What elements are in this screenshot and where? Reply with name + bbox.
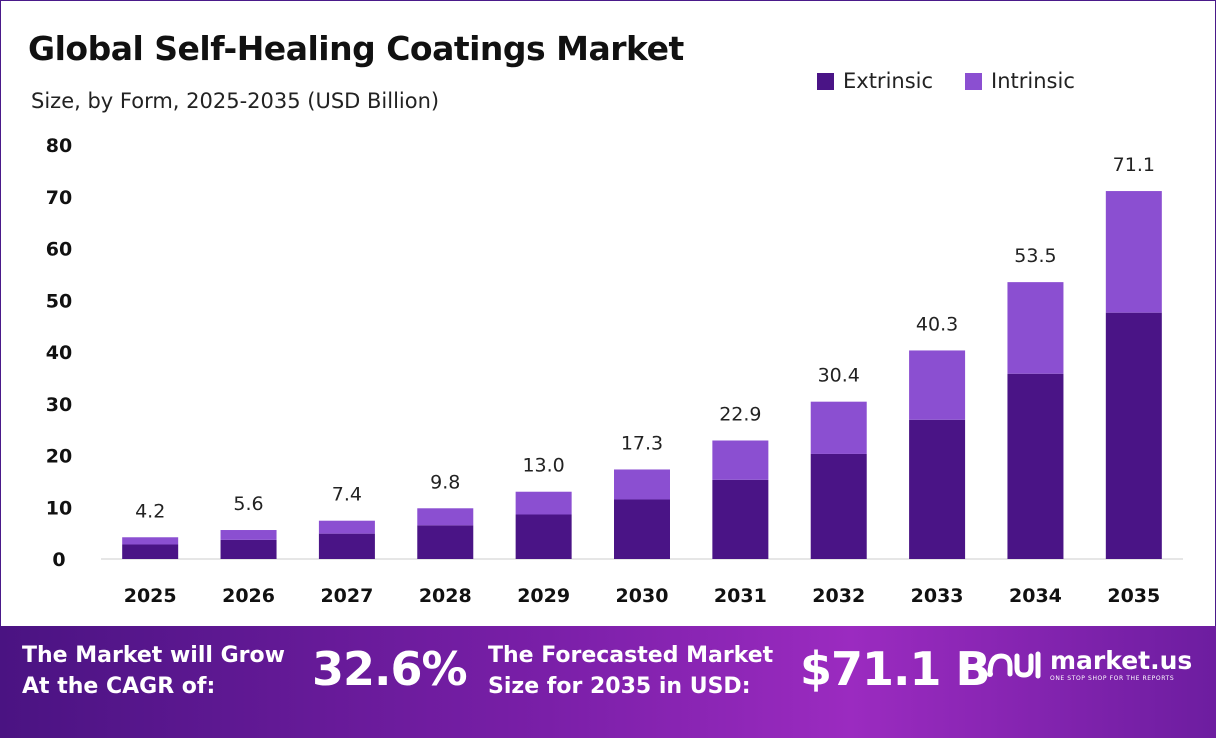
bar-intrinsic [712, 440, 769, 480]
bar-extrinsic [318, 533, 375, 559]
bar-intrinsic [810, 401, 867, 454]
x-tick-label: 2030 [616, 585, 669, 607]
bar-extrinsic [417, 525, 474, 559]
y-tick-label: 50 [46, 290, 72, 312]
cagr-value: 32.6% [312, 642, 468, 696]
y-tick-label: 30 [46, 394, 72, 416]
bar-intrinsic [1105, 191, 1162, 313]
data-label: 53.5 [1014, 245, 1056, 267]
legend-swatch-intrinsic [965, 72, 983, 90]
bar-intrinsic [515, 491, 572, 515]
legend-swatch-extrinsic [817, 72, 834, 90]
data-label: 30.4 [818, 365, 860, 387]
data-label: 9.8 [430, 471, 460, 493]
footer-banner: The Market will Grow At the CAGR of: 32.… [0, 626, 1216, 738]
bar-chart: 010203040506070804.220255.620267.420279.… [46, 135, 1183, 607]
bar-extrinsic [1105, 312, 1162, 559]
forecast-label: The Forecasted Market Size for 2035 in U… [488, 640, 773, 702]
y-tick-label: 40 [46, 342, 72, 364]
legend-label-extrinsic: Extrinsic [843, 69, 934, 93]
bar-intrinsic [909, 350, 966, 420]
forecast-value: $71.1 B [800, 642, 991, 696]
brand-logo: market.us ONE STOP SHOP FOR THE REPORTS [984, 648, 1192, 682]
chart-title: Global Self-Healing Coatings Market [28, 29, 684, 68]
data-label: 17.3 [621, 432, 663, 454]
legend-item-extrinsic: Extrinsic [817, 69, 933, 93]
y-tick-label: 60 [46, 239, 72, 261]
brand-name: market.us [1050, 646, 1193, 675]
bar-intrinsic [220, 530, 277, 540]
cagr-label-line1: The Market will Grow [22, 643, 285, 668]
forecast-label-line2: Size for 2035 in USD: [488, 674, 751, 699]
data-label: 5.6 [233, 493, 263, 515]
bar-intrinsic [614, 469, 670, 500]
market-us-logo-icon [987, 651, 1041, 679]
data-label: 7.4 [332, 484, 362, 506]
y-tick-label: 0 [52, 549, 65, 571]
bar-extrinsic [515, 514, 572, 559]
x-tick-label: 2026 [222, 585, 275, 607]
x-tick-label: 2034 [1009, 585, 1062, 607]
bar-intrinsic [122, 537, 179, 545]
data-label: 22.9 [719, 403, 761, 425]
bar-intrinsic [417, 508, 474, 526]
legend: Extrinsic Intrinsic [817, 69, 1075, 93]
x-tick-label: 2032 [812, 585, 865, 607]
bar-extrinsic [712, 479, 769, 559]
y-tick-label: 10 [46, 497, 72, 519]
brand-tagline: ONE STOP SHOP FOR THE REPORTS [1050, 675, 1175, 682]
cagr-label-line2: At the CAGR of: [22, 674, 216, 699]
x-tick-label: 2031 [714, 585, 767, 607]
bar-intrinsic [1007, 282, 1064, 374]
y-tick-label: 20 [46, 446, 72, 468]
data-label: 13.0 [522, 455, 564, 477]
bar-extrinsic [909, 419, 966, 559]
bar-extrinsic [614, 499, 670, 559]
bar-extrinsic [810, 453, 867, 559]
y-tick-label: 70 [46, 187, 72, 209]
chart-subtitle: Size, by Form, 2025-2035 (USD Billion) [31, 89, 440, 113]
cagr-label: The Market will Grow At the CAGR of: [22, 640, 285, 702]
x-tick-label: 2033 [911, 585, 964, 607]
x-tick-label: 2027 [320, 585, 373, 607]
forecast-label-line1: The Forecasted Market [488, 643, 774, 668]
legend-label-intrinsic: Intrinsic [991, 69, 1075, 93]
bar-extrinsic [122, 544, 179, 559]
legend-item-intrinsic: Intrinsic [965, 69, 1075, 93]
data-label: 71.1 [1113, 154, 1155, 176]
x-tick-label: 2029 [517, 585, 570, 607]
data-label: 4.2 [135, 500, 165, 522]
x-tick-label: 2035 [1107, 585, 1160, 607]
data-label: 40.3 [916, 313, 958, 335]
bar-extrinsic [220, 539, 277, 559]
bar-intrinsic [318, 520, 375, 534]
x-tick-label: 2028 [419, 585, 472, 607]
y-tick-label: 80 [46, 135, 72, 157]
x-tick-label: 2025 [124, 585, 177, 607]
bar-extrinsic [1007, 373, 1064, 559]
